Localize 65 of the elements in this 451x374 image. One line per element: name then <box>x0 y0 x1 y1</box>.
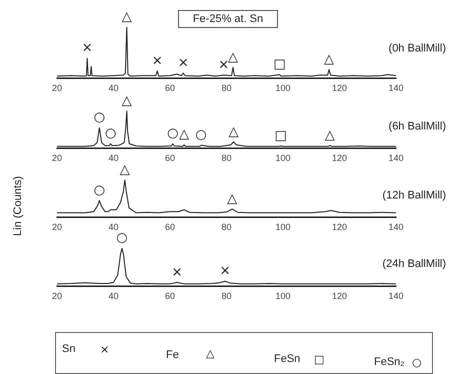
x-tick-label: 60 <box>164 291 176 302</box>
x-tick-label: 120 <box>332 153 348 164</box>
annotation: ○ <box>167 126 178 142</box>
x-tick-label: 80 <box>221 153 232 164</box>
x-tick-label: 120 <box>332 83 348 94</box>
annotation: ○ <box>195 128 207 143</box>
text: ○ <box>412 356 422 369</box>
annotation: (6h BallMill) <box>388 120 446 133</box>
x-tick-label: 100 <box>275 153 291 164</box>
x-tick-label: 40 <box>108 222 119 232</box>
annotation: △ <box>324 52 334 67</box>
x-tick-label: 40 <box>108 153 119 164</box>
x-tick-label: 20 <box>52 291 62 302</box>
annotation: △ <box>228 124 239 140</box>
text: Sn <box>62 343 76 355</box>
text: FeSn <box>274 353 300 365</box>
annotation: □ <box>273 57 286 72</box>
x-tick-label: 60 <box>164 153 176 164</box>
y-axis-title: Lin (Counts) <box>12 175 24 238</box>
x-tick-label: 60 <box>164 83 176 94</box>
chart-title: Fe-25% at. Sn <box>178 10 278 28</box>
x-tick-label: 140 <box>388 222 404 232</box>
annotation: × <box>172 264 183 280</box>
x-tick-label: 140 <box>388 83 404 94</box>
annotation: ○ <box>116 230 128 246</box>
annotation: △ <box>120 162 130 178</box>
text: FeSn₂ <box>374 356 405 368</box>
x-tick-label: 40 <box>108 83 119 94</box>
x-tick-label: 80 <box>221 83 232 94</box>
annotation: ○ <box>94 182 106 198</box>
text: Fe <box>166 349 179 361</box>
annotation: □ <box>274 128 287 144</box>
annotation: △ <box>228 50 238 65</box>
text: □ <box>314 353 324 366</box>
annotation: (0h BallMill) <box>388 42 446 54</box>
annotation: △ <box>324 128 335 143</box>
annotation: △ <box>122 94 132 108</box>
text: × <box>100 343 110 356</box>
annotation: △ <box>122 10 132 25</box>
x-tick-label: 80 <box>221 222 232 232</box>
annotation: × <box>178 55 189 70</box>
x-tick-label: 120 <box>332 222 348 232</box>
annotation: ○ <box>105 126 116 142</box>
x-tick-label: 40 <box>108 291 119 302</box>
x-tick-label: 20 <box>52 83 62 94</box>
x-tick-label: 100 <box>275 83 291 94</box>
x-tick-label: 140 <box>388 291 404 302</box>
x-tick-label: 140 <box>388 153 404 164</box>
x-tick-label: 120 <box>332 291 348 302</box>
annotation: ○ <box>94 110 106 126</box>
x-tick-label: 100 <box>275 291 291 302</box>
annotation: × <box>218 58 230 73</box>
annotation: × <box>152 53 163 68</box>
annotation: × <box>82 40 93 56</box>
x-tick-label: 20 <box>52 153 62 164</box>
x-tick-label: 80 <box>221 291 232 302</box>
annotation: △ <box>179 127 190 142</box>
text: △ <box>206 347 214 360</box>
annotation: (12h BallMill) <box>382 190 446 202</box>
annotation: △ <box>227 191 238 206</box>
x-tick-label: 100 <box>275 222 291 232</box>
annotation: (24h BallMill) <box>382 258 446 270</box>
x-tick-label: 20 <box>52 222 62 232</box>
annotation: × <box>220 264 231 279</box>
x-tick-label: 60 <box>164 222 176 232</box>
